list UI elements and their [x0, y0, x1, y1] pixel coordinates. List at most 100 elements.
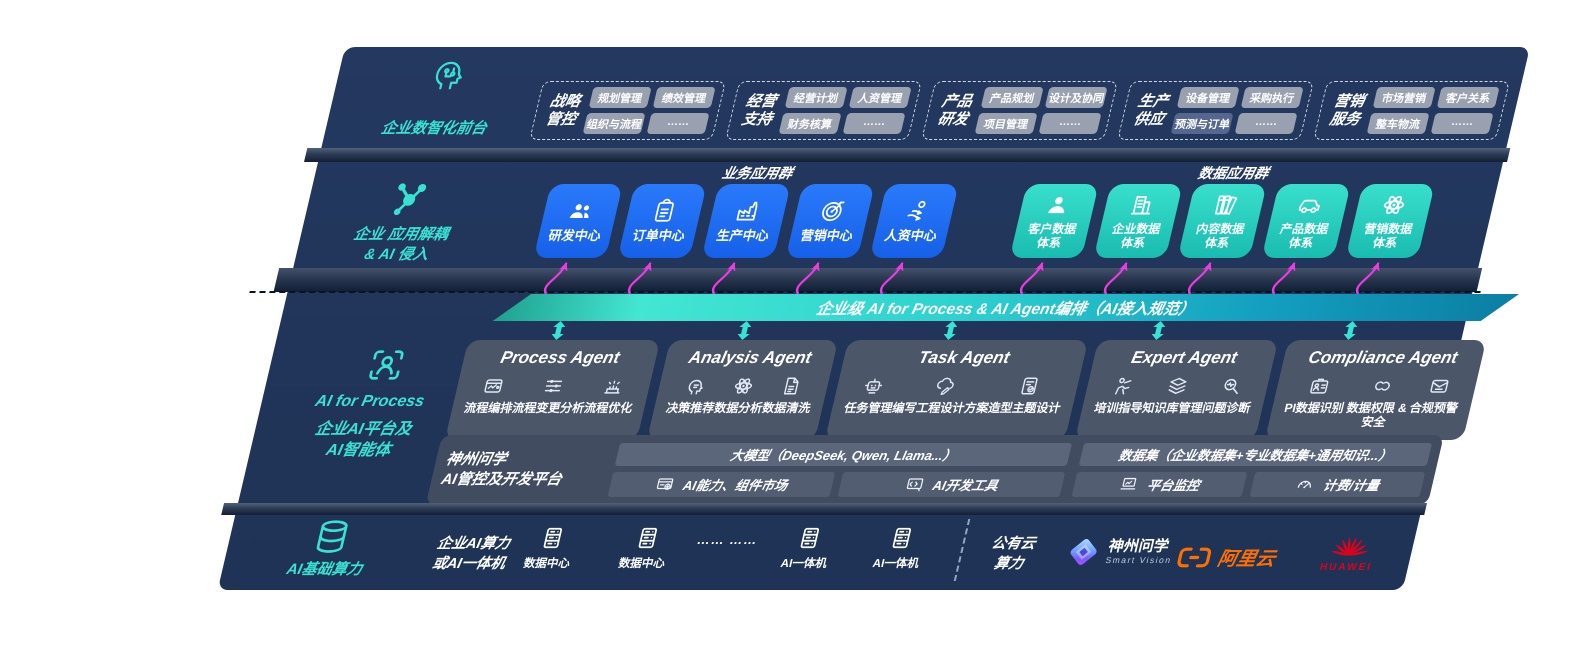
clipboard-icon: [648, 198, 680, 224]
person-icon: [1042, 192, 1074, 218]
platform-cell-label: AI开发工具: [931, 478, 1000, 493]
module-pill: 规划管理: [588, 87, 652, 108]
card-content-data: 内容数据体系: [1177, 184, 1267, 258]
capability-label: 任务管理: [842, 401, 895, 415]
logo-text: HUAWEI: [1318, 562, 1374, 573]
module-pill: 产品规划: [980, 87, 1044, 108]
capability-label: 问题诊断: [1200, 401, 1253, 415]
data-group-label: 数据应用群: [1196, 165, 1271, 181]
card-label: 订单中心: [631, 228, 687, 244]
agent-capability: 编写工程设计方案: [891, 375, 997, 416]
clean-doc-icon: [778, 375, 805, 397]
dataset-bar: 数据集（企业数据集+专业数据集+通用知识...）: [1078, 443, 1433, 466]
agent-title: Compliance Agent: [1306, 348, 1460, 367]
ai-label-line3: AI智能体: [324, 442, 393, 460]
card-marketing-center: 营销中心: [785, 184, 875, 258]
ai-label-line1: AI for Process: [313, 393, 427, 410]
agent-title: Task Agent: [916, 348, 1012, 367]
card-label: 营销数据体系: [1362, 221, 1415, 250]
atom-icon: [1378, 192, 1410, 218]
group-supply: 生产供应 设备管理 采购执行 预测与订单 ……: [1117, 81, 1315, 140]
card-rnd-center: 研发中心: [533, 184, 623, 258]
card-marketing-data: 营销数据体系: [1345, 184, 1435, 258]
group-title: 生产供应: [1132, 92, 1171, 128]
capability-label: 编写工程设计方案: [890, 401, 991, 415]
front-layer-label: 企业数智化前台: [379, 120, 489, 137]
monitor-icon: [1117, 475, 1140, 494]
cloud-pen-icon: [932, 375, 959, 397]
card-label: 企业数据体系: [1110, 221, 1163, 250]
agent-capability: PI数据识别: [1279, 375, 1351, 430]
card-label: 研发中心: [547, 228, 603, 244]
group-product: 产品研发 产品规划 设计及协同 项目管理 ……: [921, 81, 1119, 140]
platform-cell-market: AI能力、组件市场: [607, 472, 836, 497]
card-hr-center: 人资中心: [869, 184, 959, 258]
ai-injection-arrows: [543, 261, 1380, 295]
gauge-icon: [1293, 475, 1316, 494]
platform-cell-label: 计费/计量: [1321, 478, 1381, 493]
target-icon: [816, 198, 848, 224]
logo-text: 阿里云: [1215, 549, 1278, 570]
module-pill: 客户关系: [1436, 87, 1500, 108]
module-pill: ……: [1234, 113, 1298, 134]
capability-label: 数据清洗: [760, 401, 813, 415]
data-cards-row: 客户数据体系 企业数据体系 内容数据体系 产品数据体系 营销数据体系: [1009, 184, 1435, 258]
platform-label-line1: 神州问学: [444, 450, 509, 468]
platform-cell-devtools: AI开发工具: [837, 472, 1066, 497]
car-icon: [1294, 192, 1326, 218]
market-icon: [653, 475, 676, 494]
decouple-label-line1: 企业 应用解耦: [351, 226, 451, 243]
layer-connection-arrows: [551, 321, 1358, 340]
huawei-flower-icon: [1329, 528, 1375, 560]
flow-box-icon: [480, 375, 507, 397]
business-group-label: 业务应用群: [720, 165, 795, 181]
card-label: 营销中心: [799, 228, 855, 244]
infra-node: AI一体机: [767, 525, 848, 571]
capability-label: 培训指导: [1092, 401, 1145, 415]
infra-node: 数据中心: [510, 525, 591, 571]
logo-subtext: Smart Vision: [1104, 555, 1173, 566]
aliyun-logo: 阿里云: [1174, 544, 1278, 571]
layer-divider: [304, 148, 1511, 162]
expert-agent-card: Expert Agent 培训指导 知识库管理 问题诊断: [1075, 340, 1279, 440]
capability-label: 流程优化: [582, 401, 635, 415]
card-label: 产品数据体系: [1278, 221, 1331, 250]
module-pill: 人资管理: [848, 87, 912, 108]
card-label: 生产中心: [715, 228, 771, 244]
agent-capability: 决策推荐: [665, 375, 723, 416]
link-icon: [1368, 375, 1395, 397]
decision-icon: [682, 375, 709, 397]
logo-text: 神州问学: [1106, 537, 1171, 555]
platform-label-line2: AI管控及开发平台: [439, 471, 564, 488]
compliance-agent-card: Compliance Agent PI数据识别 数据权限 & 安全 合规预警: [1265, 340, 1486, 440]
capability-label: 流程编排: [462, 401, 514, 415]
agent-capability: 数据分析: [713, 375, 771, 416]
aliyun-bracket-icon: [1175, 546, 1214, 569]
ai-orchestration-banner: 企业级 AI for Process & AI Agent编排（AI接入规范）: [493, 294, 1519, 321]
agent-capability: 任务管理: [843, 375, 901, 416]
scan-person-icon: [362, 345, 411, 385]
layers-icon: [1164, 375, 1191, 397]
module-pill: ……: [1430, 113, 1494, 134]
devtool-icon: [903, 475, 926, 494]
agent-capability: 造型主题设计: [987, 375, 1069, 416]
card-label: 客户数据体系: [1026, 221, 1079, 250]
platform-cell-monitor: 平台监控: [1071, 472, 1248, 497]
database-icon: [307, 517, 356, 557]
module-pill: 财务核算: [778, 113, 842, 134]
huawei-logo: HUAWEI: [1310, 528, 1391, 573]
capability-label: 数据分析: [712, 401, 765, 415]
module-pill-highlight: 预测与订单: [1170, 113, 1234, 134]
training-icon: [1110, 375, 1137, 397]
group-title: 产品研发: [936, 92, 975, 128]
dev-platform-bar: 神州问学 AI管控及开发平台 大模型（DeepSeek, Qwen, Llama…: [425, 435, 1444, 505]
server-icon: [632, 525, 664, 551]
brain-icon: [424, 55, 471, 93]
sliders-icon: [540, 375, 567, 397]
card-order-center: 订单中心: [617, 184, 707, 258]
front-groups-row: 战略管控 规划管理 绩效管理 组织与流程 …… 经营支持 经营计划 人资管理 财…: [529, 81, 1511, 140]
shenzhou-wenxue-diamond-icon: [1063, 535, 1105, 569]
group-operation: 经营支持 经营计划 人资管理 财务核算 ……: [725, 81, 923, 140]
card-label: 人资中心: [883, 228, 939, 244]
group-title: 营销服务: [1328, 92, 1367, 128]
